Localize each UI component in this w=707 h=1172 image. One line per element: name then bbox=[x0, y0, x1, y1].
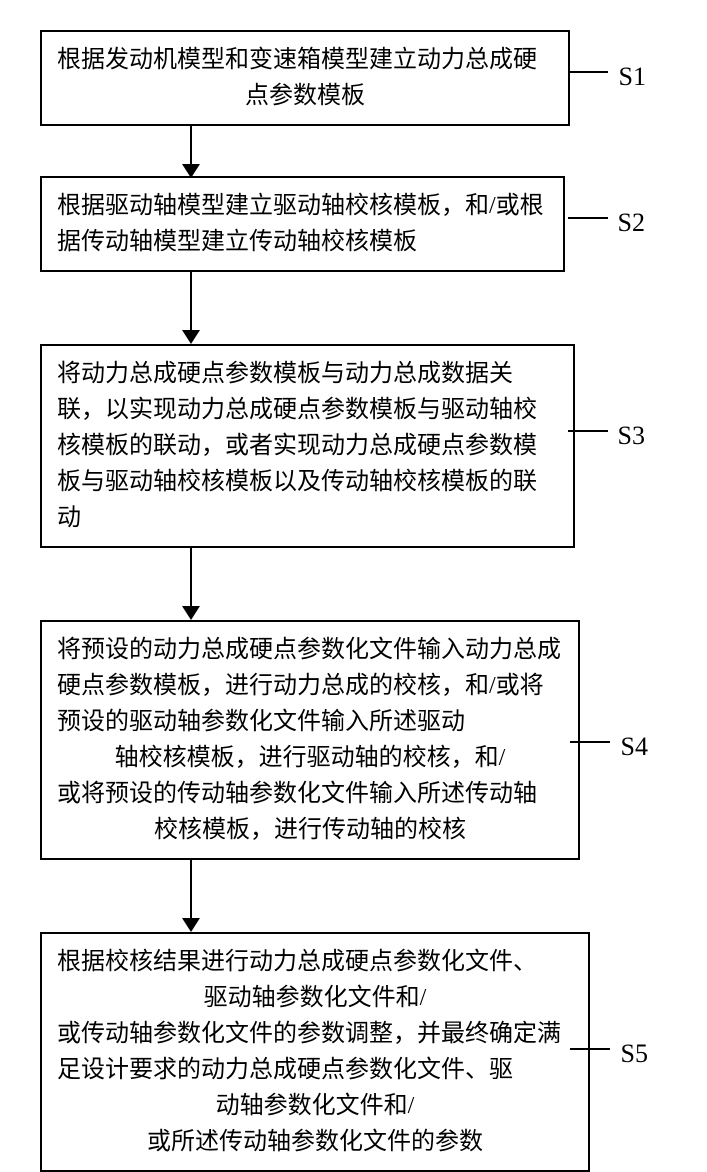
flow-arrow bbox=[190, 548, 640, 620]
arrow-line bbox=[190, 272, 192, 332]
arrow-line bbox=[190, 860, 192, 920]
flowchart-container: 根据发动机模型和变速箱模型建立动力总成硬 点参数模板 S1 根据驱动轴模型建立驱… bbox=[40, 30, 640, 1172]
flow-step-s3: 将动力总成硬点参数模板与动力总成数据关联，以实现动力总成硬点参数模板与驱动轴校核… bbox=[40, 344, 575, 548]
connector-line bbox=[568, 430, 608, 432]
connector-line bbox=[568, 217, 608, 219]
arrow-head bbox=[182, 606, 200, 620]
connector-line bbox=[570, 1048, 610, 1050]
step-label: S2 bbox=[618, 203, 645, 242]
step-text: 根据发动机模型和变速箱模型建立动力总成硬 bbox=[57, 42, 553, 78]
flow-step-s1: 根据发动机模型和变速箱模型建立动力总成硬 点参数模板 S1 bbox=[40, 30, 570, 126]
flow-step-s5: 根据校核结果进行动力总成硬点参数化文件、 驱动轴参数化文件和/ 或传动轴参数化文… bbox=[40, 932, 590, 1172]
arrow-head bbox=[182, 330, 200, 344]
connector-line bbox=[570, 741, 610, 743]
arrow-head bbox=[182, 918, 200, 932]
arrow-line bbox=[190, 126, 192, 166]
flow-arrow bbox=[190, 126, 640, 176]
flow-arrow bbox=[190, 272, 640, 344]
step-text-line2: 驱动轴参数化文件和/ bbox=[57, 980, 573, 1016]
step-text-line5: 或所述传动轴参数化文件的参数 bbox=[57, 1124, 573, 1160]
step-text-line3: 或将预设的传动轴参数化文件输入所述传动轴 bbox=[57, 776, 563, 812]
flow-step-s4: 将预设的动力总成硬点参数化文件输入动力总成硬点参数模板，进行动力总成的校核，和/… bbox=[40, 620, 580, 860]
step-text-line3: 或传动轴参数化文件的参数调整，并最终确定满足设计要求的动力总成硬点参数化文件、驱 bbox=[57, 1016, 573, 1088]
connector-line bbox=[568, 71, 608, 73]
arrow-line bbox=[190, 548, 192, 608]
step-label: S4 bbox=[621, 727, 648, 766]
step-text-line2: 轴校核模板，进行驱动轴的校核，和/ bbox=[57, 740, 563, 776]
step-text-line4: 校核模板，进行传动轴的校核 bbox=[57, 812, 563, 848]
step-text: 将动力总成硬点参数模板与动力总成数据关联，以实现动力总成硬点参数模板与驱动轴校核… bbox=[57, 356, 558, 536]
step-text: 将预设的动力总成硬点参数化文件输入动力总成硬点参数模板，进行动力总成的校核，和/… bbox=[57, 632, 563, 740]
step-label: S1 bbox=[619, 57, 646, 96]
step-label: S5 bbox=[621, 1034, 648, 1073]
flow-step-s2: 根据驱动轴模型建立驱动轴校核模板，和/或根据传动轴模型建立传动轴校核模板 S2 bbox=[40, 176, 565, 272]
flow-arrow bbox=[190, 860, 640, 932]
step-text: 根据驱动轴模型建立驱动轴校核模板，和/或根据传动轴模型建立传动轴校核模板 bbox=[57, 188, 548, 260]
step-text-line4: 动轴参数化文件和/ bbox=[57, 1088, 573, 1124]
step-text: 根据校核结果进行动力总成硬点参数化文件、 bbox=[57, 944, 573, 980]
step-text-line2: 点参数模板 bbox=[57, 78, 553, 114]
step-label: S3 bbox=[618, 416, 645, 455]
